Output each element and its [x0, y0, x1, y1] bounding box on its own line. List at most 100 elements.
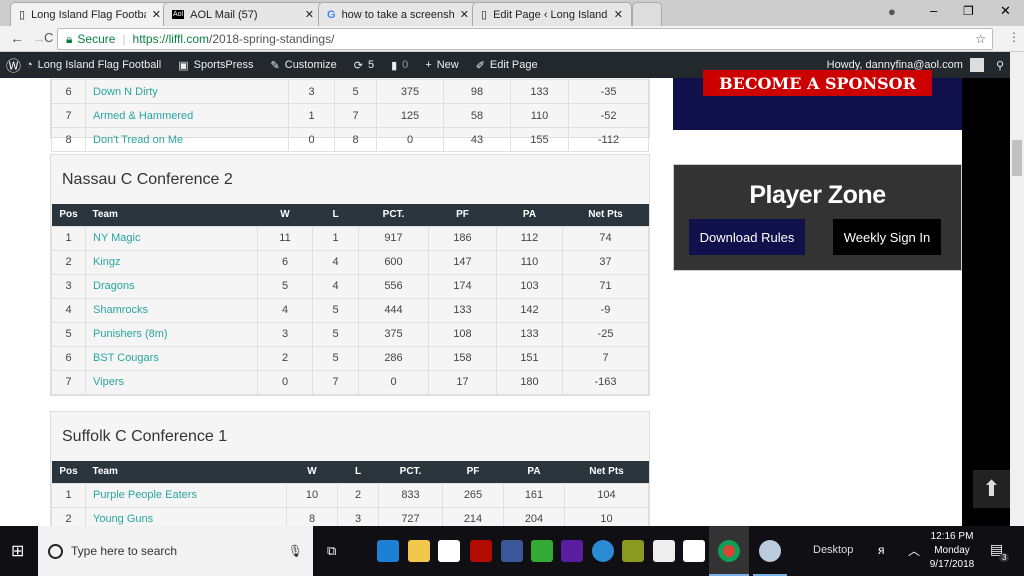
updates-link[interactable]: ⟳ 5: [353, 59, 375, 72]
column-header[interactable]: PA: [503, 461, 565, 483]
column-header[interactable]: PA: [496, 204, 563, 226]
table-cell: 833: [378, 482, 443, 508]
column-header[interactable]: L: [337, 461, 379, 483]
column-header[interactable]: L: [312, 204, 359, 226]
column-header[interactable]: W: [286, 461, 338, 483]
app-icon[interactable]: [622, 540, 644, 562]
table-cell: 133: [428, 297, 497, 323]
close-icon[interactable]: ✕: [151, 9, 161, 21]
task-view-icon[interactable]: ⧉: [327, 543, 337, 558]
paint-taskbar-button[interactable]: [753, 526, 787, 576]
tab-edit-page[interactable]: ▯ Edit Page ‹ Long Island Fl ✕: [472, 2, 632, 26]
column-header[interactable]: Pos: [51, 461, 86, 483]
team-link[interactable]: Vipers: [85, 369, 258, 395]
column-header[interactable]: Team: [85, 461, 287, 483]
team-link[interactable]: Shamrocks: [85, 297, 258, 323]
column-header[interactable]: Pos: [51, 204, 86, 226]
table-cell: 2: [337, 482, 379, 508]
star-icon[interactable]: ☆: [975, 32, 986, 46]
customize-link[interactable]: ✎ Customize: [270, 59, 337, 72]
become-sponsor-button[interactable]: BECOME A SPONSOR: [703, 70, 932, 96]
site-link[interactable]: ◔ Long Island Flag Football: [26, 59, 162, 71]
team-link[interactable]: Armed & Hammered: [85, 103, 289, 128]
close-icon[interactable]: ✕: [304, 9, 314, 21]
team-link[interactable]: Punishers (8m): [85, 321, 258, 347]
facebook-icon[interactable]: [501, 540, 523, 562]
people-icon[interactable]: ᴙ: [878, 543, 885, 557]
sportspress-icon: ▣: [178, 59, 189, 72]
close-icon[interactable]: ✕: [613, 9, 623, 21]
table-cell: 110: [510, 103, 569, 128]
file-explorer-icon[interactable]: [408, 540, 430, 562]
table-cell: 5: [334, 79, 377, 104]
comments-link[interactable]: ▮ 0: [391, 59, 409, 72]
close-window-icon[interactable]: ✕: [1000, 3, 1011, 18]
team-link[interactable]: Don't Tread on Me: [85, 127, 289, 152]
edit-page-link[interactable]: ✐ Edit Page: [475, 59, 538, 72]
microphone-icon[interactable]: 🎙︎: [287, 544, 303, 558]
howdy-user[interactable]: Howdy, dannyfina@aol.com: [826, 59, 963, 71]
acrobat-icon[interactable]: [470, 540, 492, 562]
taskbar-search-input[interactable]: Type here to search 🎙︎: [38, 526, 313, 576]
app-icon[interactable]: [531, 540, 553, 562]
column-header[interactable]: PCT.: [378, 461, 443, 483]
column-header[interactable]: Net Pts: [562, 204, 649, 226]
table-cell: 917: [358, 225, 429, 251]
team-link[interactable]: Purple People Eaters: [85, 482, 287, 508]
table-cell: 180: [496, 369, 563, 395]
team-link[interactable]: Down N Dirty: [85, 79, 289, 104]
sportspress-link[interactable]: ▣ SportsPress: [178, 59, 254, 72]
forward-icon[interactable]: →: [32, 30, 46, 46]
table-cell: 1: [288, 103, 335, 128]
scrollbar-thumb[interactable]: [1012, 140, 1022, 176]
team-link[interactable]: NY Magic: [85, 225, 258, 251]
sponsor-panel: BECOME A SPONSOR: [673, 70, 962, 130]
edge-icon[interactable]: [377, 540, 399, 562]
url-input[interactable]: 🔒︎ Secure | https://liffl.com/2018-sprin…: [57, 28, 993, 50]
scroll-to-top-button[interactable]: ⬆: [973, 470, 1010, 508]
table-cell: 5: [312, 297, 359, 323]
chrome-taskbar-button[interactable]: [709, 526, 749, 576]
minimize-icon[interactable]: –: [930, 3, 938, 18]
thunderbird-icon[interactable]: [592, 540, 614, 562]
table-cell: -35: [568, 79, 649, 104]
team-link[interactable]: Dragons: [85, 273, 258, 299]
search-icon[interactable]: ⚲: [995, 59, 1004, 72]
reload-icon[interactable]: C: [44, 30, 54, 45]
weekly-sign-in-button[interactable]: Weekly Sign In: [833, 219, 941, 255]
download-rules-button[interactable]: Download Rules: [689, 219, 805, 255]
column-header[interactable]: Net Pts: [564, 461, 649, 483]
column-header[interactable]: PF: [442, 461, 504, 483]
team-link[interactable]: Kingz: [85, 249, 258, 275]
column-header[interactable]: PCT.: [358, 204, 429, 226]
menu-icon[interactable]: ⋮: [1008, 30, 1020, 44]
store-icon[interactable]: [438, 540, 460, 562]
column-header[interactable]: Team: [85, 204, 258, 226]
new-tab-button[interactable]: [632, 2, 662, 26]
team-link[interactable]: BST Cougars: [85, 345, 258, 371]
column-header[interactable]: PF: [428, 204, 497, 226]
desktop-toolbar[interactable]: Desktop: [813, 544, 854, 556]
photos-icon[interactable]: [653, 540, 675, 562]
tab-liffl[interactable]: ▯ Long Island Flag Football ✕: [10, 2, 170, 26]
back-icon[interactable]: ←: [10, 30, 24, 46]
restore-icon[interactable]: ❐: [963, 4, 974, 18]
windows-start-icon[interactable]: ⊞: [11, 543, 25, 560]
player-zone-title: Player Zone: [749, 181, 886, 209]
close-icon[interactable]: ✕: [459, 9, 469, 21]
table-cell: 7: [312, 369, 359, 395]
column-header[interactable]: W: [257, 204, 313, 226]
chevron-up-icon[interactable]: ︿: [908, 544, 921, 558]
mail-icon[interactable]: [683, 540, 705, 562]
scrollbar[interactable]: [1010, 52, 1024, 526]
new-link[interactable]: + New: [425, 59, 459, 71]
wordpress-icon[interactable]: Ⓦ: [6, 57, 22, 75]
tab-aol[interactable]: Aol AOL Mail (57) ✕: [163, 2, 323, 26]
profile-icon[interactable]: ●: [888, 4, 896, 19]
yahoo-icon[interactable]: [561, 540, 583, 562]
clock[interactable]: 12:16 PM Monday 9/17/2018: [929, 531, 975, 570]
table-cell: -9: [562, 297, 649, 323]
table-cell: 5: [312, 321, 359, 347]
table-cell: 600: [358, 249, 429, 275]
